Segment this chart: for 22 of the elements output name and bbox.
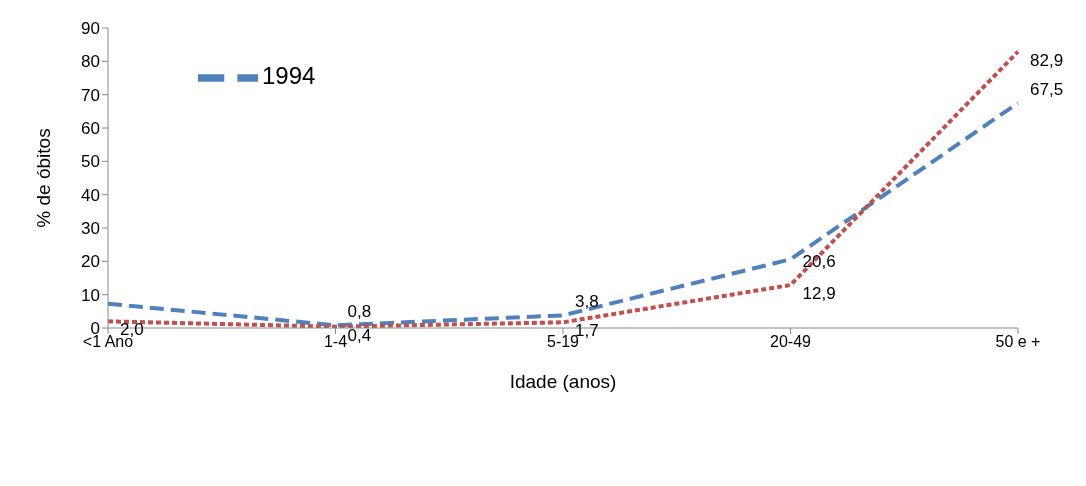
legend-label: 1994 xyxy=(262,62,316,90)
y-tick-label: 10 xyxy=(81,285,100,305)
y-tick-label: 80 xyxy=(81,52,100,72)
data-label: 20,6 xyxy=(802,252,836,272)
data-label: 0,4 xyxy=(347,325,372,345)
x-tick-label: 50 e + xyxy=(995,333,1041,351)
x-tick-label: 1-4 xyxy=(323,333,348,351)
data-label: 12,9 xyxy=(802,284,836,303)
data-label: 0,8 xyxy=(347,302,372,322)
y-tick-label: 70 xyxy=(81,85,100,105)
y-tick-label: 20 xyxy=(81,252,100,272)
x-axis-title: Idade (anos) xyxy=(509,371,617,392)
data-label: 82,9 xyxy=(1030,50,1064,70)
y-tick-label: 60 xyxy=(81,119,100,139)
y-tick-label: 30 xyxy=(81,219,100,239)
data-label: 3,8 xyxy=(575,292,599,312)
y-axis-title: % de óbitos xyxy=(32,128,54,228)
y-tick-label: 90 xyxy=(81,19,100,39)
data-label: 67,5 xyxy=(1030,80,1064,99)
x-tick-label: 20-49 xyxy=(770,333,812,351)
y-tick-label: 50 xyxy=(81,152,100,172)
y-tick-label: 40 xyxy=(81,185,100,205)
